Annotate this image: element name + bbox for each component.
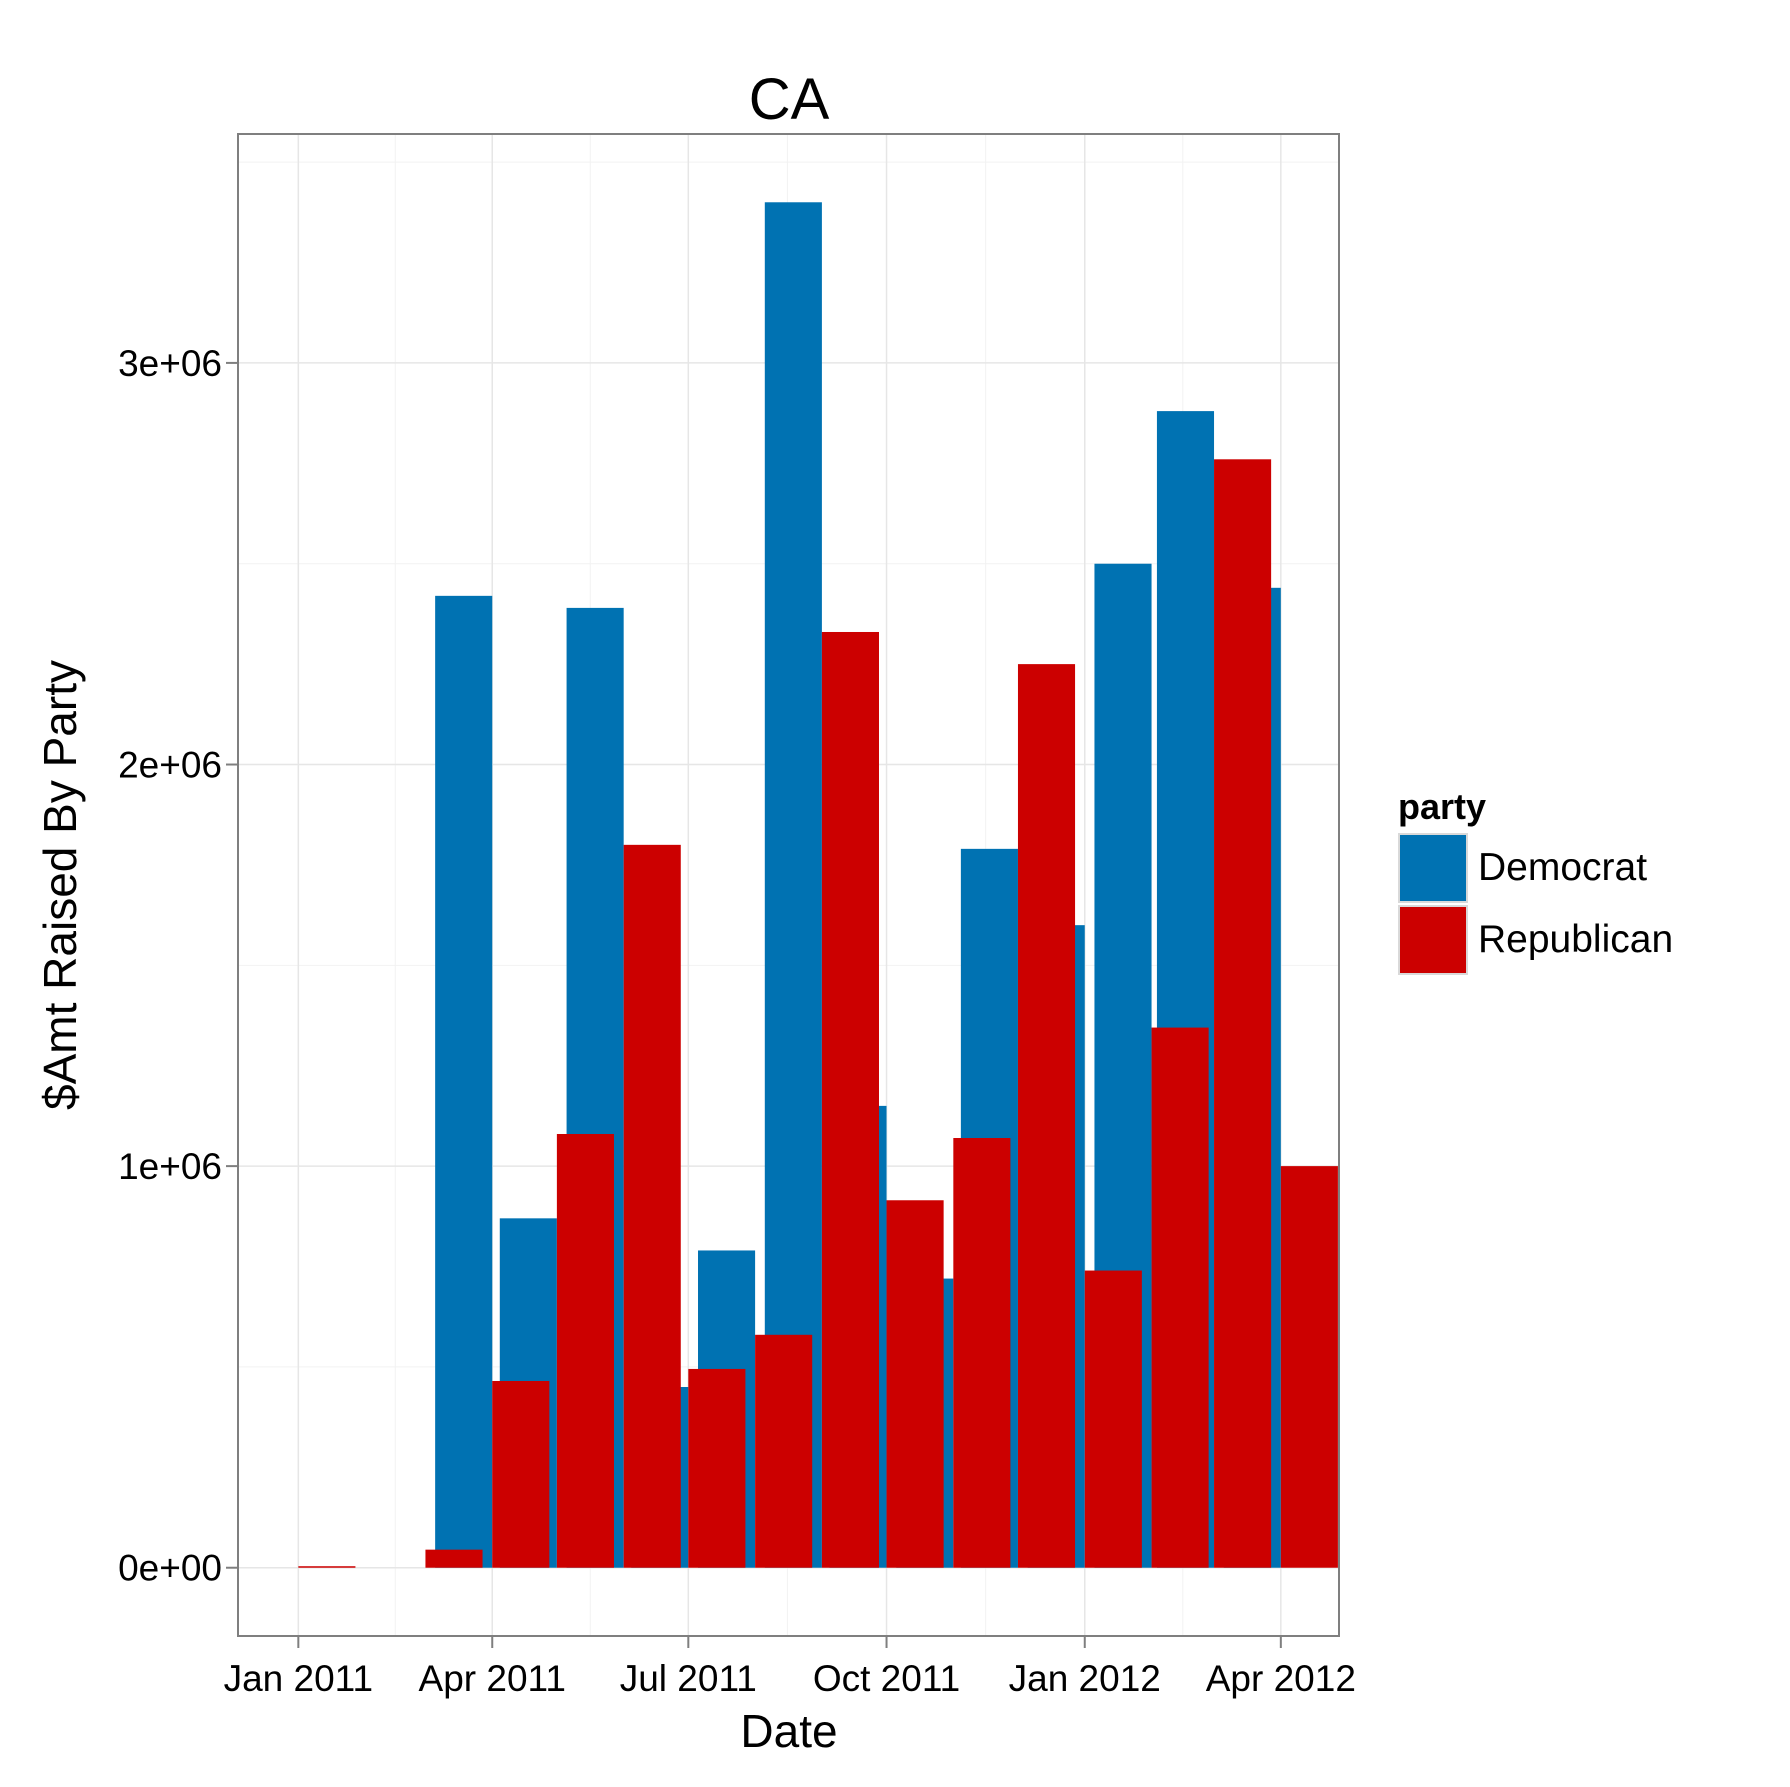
x-tick-label: Oct 2011 <box>813 1658 960 1699</box>
legend-swatch-democrat <box>1398 833 1468 903</box>
legend-item-republican: Republican <box>1398 904 1673 976</box>
y-tick-label: 1e+06 <box>118 1146 222 1187</box>
bar-republican-2011-01-01 <box>298 1566 356 1568</box>
y-axis-title: $Amt Raised By Party <box>34 660 86 1110</box>
bar-democrat-2011-04-01 <box>435 595 493 1568</box>
x-tick-label: Jul 2011 <box>620 1658 757 1699</box>
x-axis: Jan 2011 Apr 2011 Jul 2011 Oct 2011 Jan 2012… <box>224 1636 1356 1699</box>
bar-republican-2011-11-01 <box>953 1138 1011 1568</box>
bar-republican-2011-03-01 <box>425 1549 483 1568</box>
y-tick-label: 2e+06 <box>118 745 222 786</box>
bar-republican-2011-10-01 <box>886 1200 944 1568</box>
bars <box>298 202 1338 1568</box>
legend-item-democrat: Democrat <box>1398 832 1673 904</box>
bar-republican-2012-01-01 <box>1084 1270 1142 1568</box>
legend-label-republican: Republican <box>1478 918 1674 961</box>
x-axis-title: Date <box>740 1705 837 1757</box>
legend-swatch-republican <box>1398 905 1468 975</box>
bar-republican-2011-07-01 <box>688 1368 746 1568</box>
bar-republican-2011-09-01 <box>821 631 879 1568</box>
bar-republican-2011-12-01 <box>1017 664 1076 1568</box>
x-tick-label: Jan 2011 <box>224 1658 374 1699</box>
bar-republican-2012-02-01 <box>1151 1027 1209 1568</box>
legend-title: party <box>1398 786 1487 827</box>
y-tick-label: 3e+06 <box>118 343 222 384</box>
bar-republican-2011-06-01 <box>623 844 681 1568</box>
y-axis: 0e+00 1e+06 2e+06 3e+06 <box>118 343 238 1589</box>
bar-republican-2011-05-01 <box>556 1133 614 1568</box>
legend-label-democrat: Democrat <box>1478 846 1648 889</box>
panel-border <box>237 133 1340 1637</box>
x-tick-label: Jan 2012 <box>1009 1658 1161 1699</box>
bar-republican-2012-04-01 <box>1280 1166 1338 1568</box>
chart-title: CA <box>749 67 830 132</box>
bar-republican-2011-04-01 <box>492 1380 550 1568</box>
x-tick-label: Apr 2012 <box>1206 1658 1356 1699</box>
bar-republican-2011-08-01 <box>755 1334 813 1568</box>
legend: party Democrat Republican <box>1398 786 1673 976</box>
bar-republican-2012-03-01 <box>1214 459 1272 1568</box>
x-tick-label: Apr 2011 <box>419 1658 566 1699</box>
y-tick-label: 0e+00 <box>118 1548 222 1589</box>
